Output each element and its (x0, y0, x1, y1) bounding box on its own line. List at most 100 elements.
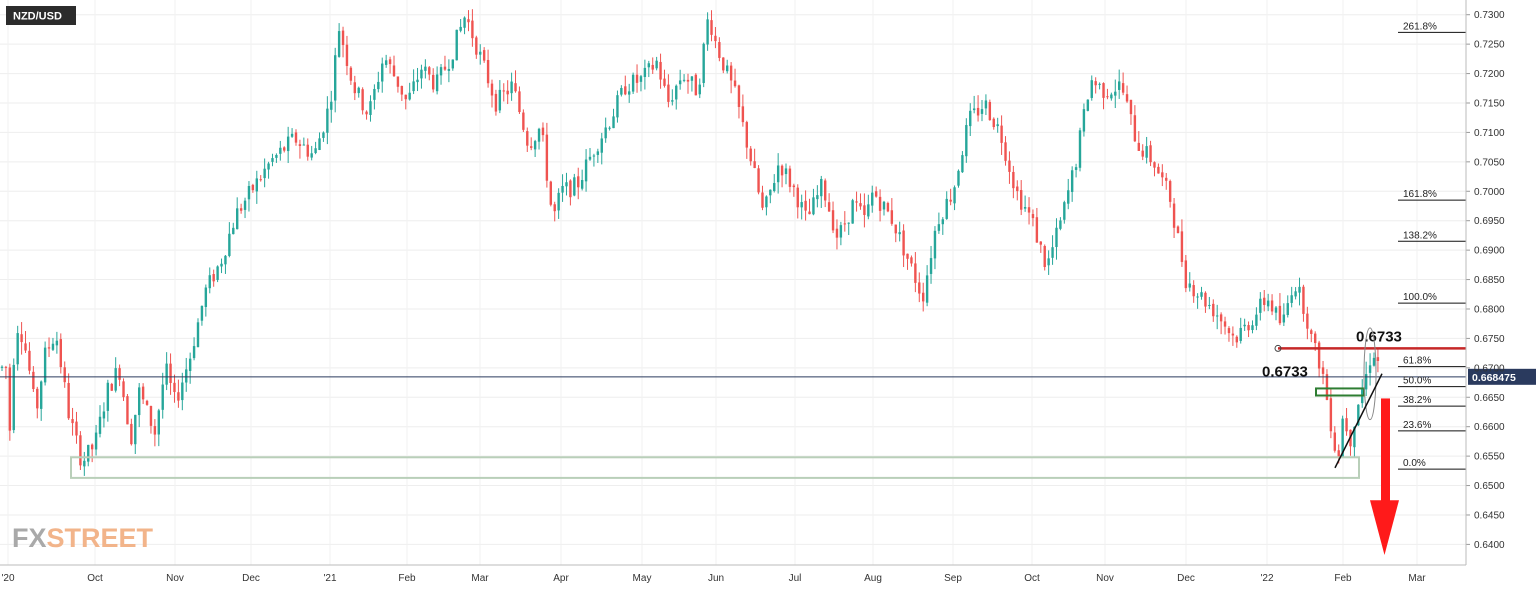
candle-body (1243, 324, 1246, 327)
candle-body (929, 258, 933, 274)
candle-body (996, 124, 999, 127)
candle-body (655, 60, 658, 69)
candle-body (1137, 142, 1140, 151)
candle-body (878, 196, 882, 211)
candle-body (404, 94, 407, 100)
candle-body (298, 144, 302, 146)
candle-body (1212, 303, 1215, 317)
y-tick-label: 0.6800 (1474, 304, 1505, 315)
candle-body (780, 165, 784, 176)
candle-body (204, 287, 208, 307)
candle-body (134, 414, 137, 445)
candle-body (467, 19, 470, 23)
candle-body (698, 84, 701, 95)
x-tick-label: Jun (708, 573, 724, 584)
x-tick-label: Sep (944, 573, 962, 584)
candle-body (239, 208, 243, 211)
candle-body (24, 343, 27, 351)
candle-body (620, 87, 623, 95)
candle-body (1118, 81, 1121, 90)
fib-level-label: 261.8% (1403, 21, 1437, 32)
candle-body (40, 381, 43, 409)
candle-body (1314, 333, 1317, 344)
candle-body (1227, 328, 1231, 334)
candle-body (647, 63, 650, 68)
y-tick-label: 0.6850 (1474, 275, 1505, 286)
candle-body (530, 146, 533, 148)
down-arrow-head (1370, 500, 1399, 555)
candle-body (753, 161, 756, 169)
candle-body (1168, 181, 1172, 202)
candle-body (1114, 91, 1117, 96)
candle-body (612, 116, 615, 129)
candle-body (984, 100, 988, 109)
candle-body (447, 68, 451, 71)
candle-body (1239, 327, 1242, 341)
candle-body (279, 147, 282, 154)
candle-body (130, 423, 133, 445)
y-tick-label: 0.7200 (1474, 69, 1505, 80)
candle-body (318, 138, 321, 151)
candle-body (874, 191, 878, 197)
candle-body (451, 59, 454, 69)
candle-body (255, 178, 258, 192)
candle-body (965, 125, 968, 157)
down-arrow-shaft (1381, 398, 1390, 504)
current-price-tag (1468, 368, 1536, 385)
candle-body (941, 219, 944, 225)
candle-body (745, 122, 748, 148)
candle-body (251, 184, 255, 191)
candle-body (553, 204, 556, 212)
candle-body (67, 382, 70, 419)
candle-body (902, 230, 905, 256)
candle-body (922, 292, 925, 302)
candle-body (1176, 226, 1180, 234)
x-tick-label: '22 (1260, 573, 1273, 584)
candle-body (827, 202, 831, 212)
candle-body (635, 74, 639, 83)
candle-body (153, 426, 157, 435)
candle-body (1263, 297, 1266, 305)
candle-body (824, 180, 827, 201)
candle-body (177, 392, 180, 401)
candle-body (51, 343, 55, 350)
candle-body (729, 65, 733, 81)
candle-body (1333, 432, 1336, 451)
candle-body (12, 364, 15, 431)
candle-body (1266, 300, 1270, 307)
candle-body (1310, 330, 1313, 334)
candle-body (871, 192, 874, 206)
candle-body (1376, 357, 1380, 361)
candle-body (1039, 241, 1042, 245)
candle-body (628, 91, 631, 95)
candle-body (106, 382, 110, 411)
candle-body (1259, 298, 1262, 313)
fib-level-label: 61.8% (1403, 356, 1431, 367)
candle-body (1125, 94, 1129, 102)
candle-body (882, 201, 886, 210)
candle-body (588, 156, 592, 160)
candle-body (345, 44, 349, 66)
candle-body (228, 233, 231, 256)
candle-body (322, 132, 325, 138)
candle-body (545, 134, 549, 181)
candle-body (212, 274, 215, 282)
candle-body (894, 224, 897, 234)
candle-body (267, 163, 270, 170)
candle-body (1090, 80, 1093, 98)
fib-level-label: 138.2% (1403, 230, 1437, 241)
candle-body (1286, 303, 1289, 315)
candle-body (949, 199, 952, 202)
candle-body (337, 31, 341, 57)
candle-body (1306, 313, 1309, 329)
y-tick-label: 0.6650 (1474, 393, 1505, 404)
candle-body (1204, 292, 1207, 307)
candle-body (678, 80, 682, 85)
candle-body (90, 444, 94, 450)
candle-body (208, 275, 211, 289)
candle-body (353, 82, 356, 94)
support-zone (70, 456, 1360, 479)
candle-body (36, 388, 39, 409)
candle-body (388, 59, 392, 65)
